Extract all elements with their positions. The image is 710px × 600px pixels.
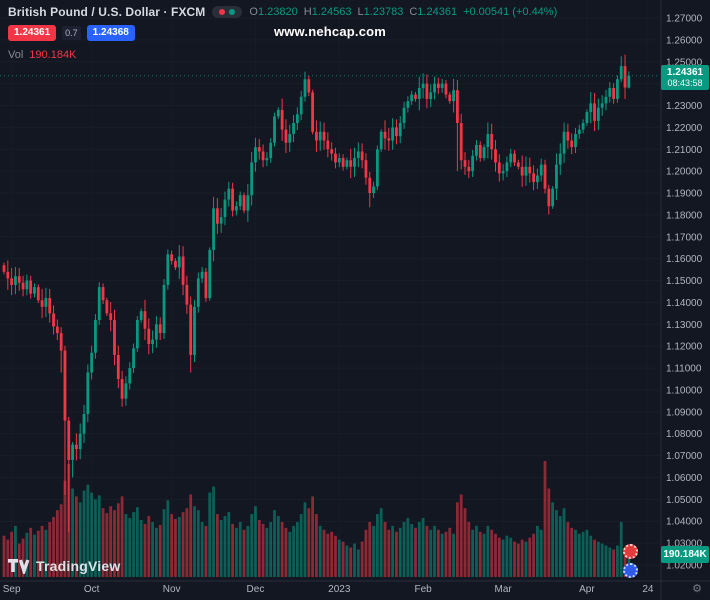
red-chip-icon[interactable] bbox=[623, 544, 638, 559]
last-price-value: 1.24361 bbox=[666, 66, 704, 78]
volume-axis-badge: 190.184K bbox=[661, 546, 709, 563]
svg-text:1.07000: 1.07000 bbox=[666, 451, 703, 462]
svg-text:1.16000: 1.16000 bbox=[666, 254, 703, 265]
reaction-chips bbox=[623, 544, 638, 578]
axis-settings-gear-icon[interactable]: ⚙ bbox=[692, 583, 702, 595]
svg-text:1.18000: 1.18000 bbox=[666, 210, 703, 221]
svg-text:1.03000: 1.03000 bbox=[666, 539, 703, 550]
svg-text:Sep: Sep bbox=[3, 584, 21, 595]
svg-text:1.20000: 1.20000 bbox=[666, 167, 703, 178]
svg-text:1.06000: 1.06000 bbox=[666, 473, 703, 484]
open-label: O bbox=[249, 6, 258, 18]
watermark-url: www.nehcap.com bbox=[273, 24, 387, 39]
high-label: H bbox=[303, 6, 312, 18]
svg-text:1.10000: 1.10000 bbox=[666, 385, 703, 396]
sell-price-button[interactable]: 1.24361 bbox=[8, 25, 57, 41]
last-price-badge: 1.24361 08:43:58 bbox=[661, 64, 709, 90]
svg-text:1.04000: 1.04000 bbox=[666, 517, 703, 528]
svg-text:1.27000: 1.27000 bbox=[666, 14, 703, 25]
tradingview-logo[interactable]: TradingView bbox=[8, 558, 120, 574]
svg-text:1.25000: 1.25000 bbox=[666, 57, 703, 68]
open-value: 1.23820 bbox=[257, 6, 298, 18]
svg-text:1.23000: 1.23000 bbox=[666, 101, 703, 112]
tradingview-logo-text: TradingView bbox=[36, 558, 121, 574]
close-value: 1.24361 bbox=[417, 6, 458, 18]
ohlc-readout: O1.23820 H1.24563 L1.23783 C1.24361 +0.0… bbox=[249, 6, 557, 18]
svg-text:1.05000: 1.05000 bbox=[666, 495, 703, 506]
chart-legend: British Pound / U.S. Dollar · FXCM O1.23… bbox=[8, 5, 557, 61]
change-value: +0.00541 (+0.44%) bbox=[463, 6, 558, 18]
buy-price-button[interactable]: 1.24368 bbox=[86, 25, 135, 41]
svg-text:1.17000: 1.17000 bbox=[666, 232, 703, 243]
market-open-dot-icon bbox=[229, 9, 236, 15]
svg-text:2023: 2023 bbox=[328, 584, 351, 595]
volume-label: Vol bbox=[8, 49, 24, 61]
svg-text:1.14000: 1.14000 bbox=[666, 298, 703, 309]
tradingview-logo-icon bbox=[8, 558, 30, 574]
svg-text:1.02000: 1.02000 bbox=[666, 561, 703, 572]
svg-text:Feb: Feb bbox=[414, 584, 432, 595]
svg-text:1.26000: 1.26000 bbox=[666, 35, 703, 46]
close-label: C bbox=[409, 6, 418, 18]
svg-text:1.21000: 1.21000 bbox=[666, 145, 703, 156]
svg-text:Oct: Oct bbox=[84, 584, 100, 595]
bar-countdown: 08:43:58 bbox=[667, 77, 703, 88]
market-status-pill[interactable] bbox=[212, 6, 243, 18]
svg-text:1.15000: 1.15000 bbox=[666, 276, 703, 287]
low-label: L bbox=[357, 6, 364, 18]
svg-text:Mar: Mar bbox=[494, 584, 512, 595]
svg-text:1.19000: 1.19000 bbox=[666, 189, 703, 200]
spread-value: 0.7 bbox=[62, 26, 81, 40]
svg-text:1.22000: 1.22000 bbox=[666, 123, 703, 134]
volume-value: 190.184K bbox=[29, 49, 77, 61]
low-value: 1.23783 bbox=[363, 6, 404, 18]
svg-text:1.12000: 1.12000 bbox=[666, 342, 703, 353]
svg-text:1.13000: 1.13000 bbox=[666, 320, 703, 331]
symbol-title[interactable]: British Pound / U.S. Dollar · FXCM bbox=[8, 5, 206, 19]
svg-text:Apr: Apr bbox=[579, 584, 595, 595]
market-closed-dot-icon bbox=[219, 9, 226, 15]
svg-text:24: 24 bbox=[642, 584, 654, 595]
svg-text:1.09000: 1.09000 bbox=[666, 407, 703, 418]
svg-text:Nov: Nov bbox=[163, 584, 181, 595]
high-value: 1.24563 bbox=[311, 6, 352, 18]
svg-text:1.11000: 1.11000 bbox=[666, 364, 702, 375]
blue-chip-icon[interactable] bbox=[623, 563, 638, 578]
svg-text:Dec: Dec bbox=[247, 584, 265, 595]
svg-text:1.08000: 1.08000 bbox=[666, 429, 703, 440]
time-axis-scale[interactable] bbox=[0, 580, 660, 600]
